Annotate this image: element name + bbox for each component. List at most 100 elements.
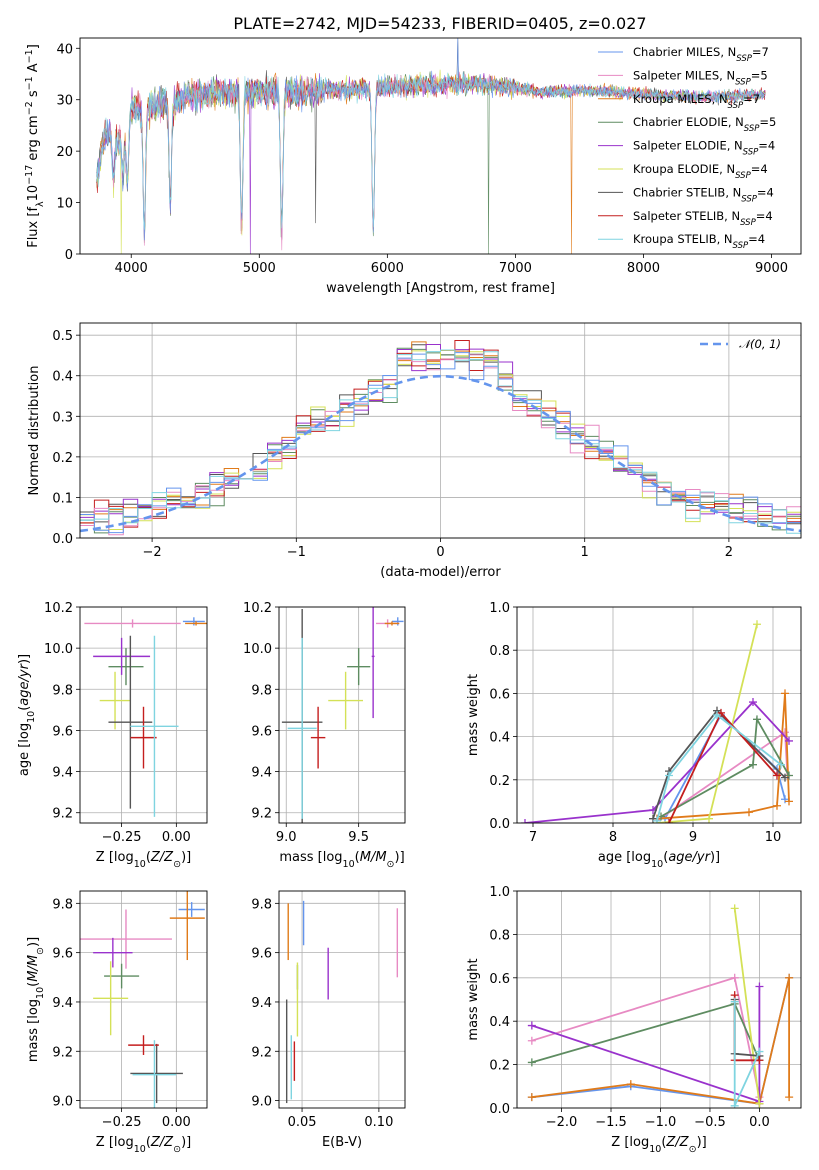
panel-age_vs_mass: 9.0 9.5 9.2 9.4 9.6 9.8 10.0 10.2 mass [log10(M/… — [243, 601, 406, 870]
x-tick-label: −0.25 — [102, 830, 142, 845]
y-tick-label: 9.6 — [251, 947, 272, 962]
mass_vs_ebv-xlabel: E(B-V) — [322, 1135, 362, 1150]
y-tick-label: 9.4 — [52, 996, 73, 1011]
weight_vs_Z-xlabel: Z [log10(Z/Z⊙)] — [611, 1135, 706, 1155]
y-tick-label: 9.6 — [251, 724, 272, 739]
legend-label: Kroupa ELODIE, NSSP=4 — [633, 162, 768, 181]
y-tick-label: 9.2 — [251, 807, 272, 822]
y-tick-label: 9.8 — [251, 897, 272, 912]
weight-line — [733, 908, 761, 1104]
y-tick-label: 0.6 — [489, 687, 510, 702]
errorbar-mass_vs_Z-3 — [104, 963, 140, 989]
weight-marker — [730, 973, 739, 982]
spectrum-xlabel: wavelength [Angstrom, rest frame] — [326, 281, 555, 296]
y-tick-label: 20 — [56, 145, 73, 160]
marks-residuals — [80, 340, 801, 536]
weight-marker — [785, 797, 793, 806]
y-tick-label: 0 — [65, 248, 73, 263]
weight-marker — [755, 1056, 764, 1065]
x-tick-label: −1.0 — [645, 1115, 677, 1130]
axes-frame — [79, 890, 208, 1109]
weight-marker — [755, 1099, 764, 1108]
x-tick-label: 4000 — [115, 261, 148, 276]
weight-marker — [785, 1093, 794, 1102]
errorbar-mass_vs_Z-6 — [130, 1043, 183, 1104]
legend-label: Salpeter MILES, NSSP=5 — [633, 68, 768, 87]
y-tick-label: 0.3 — [52, 410, 73, 425]
weight-marker — [665, 771, 673, 780]
y-tick-label: 0.0 — [489, 817, 510, 832]
x-tick-label: 0.0 — [749, 1115, 770, 1130]
y-tick-label: 0.0 — [52, 532, 73, 547]
y-tick-label: 1.0 — [489, 601, 510, 616]
axes-frame — [278, 890, 406, 1109]
y-tick-label: 9.6 — [52, 947, 73, 962]
errorbar-mass_vs_Z-5 — [93, 961, 129, 1036]
marks-mass_vs_ebv — [285, 900, 399, 1104]
errorbar-mass_vs_Z-0 — [178, 902, 205, 917]
y-tick-label: 10.0 — [243, 642, 272, 657]
panel-weight_vs_age: 7 8 9 10 0.0 0.2 0.4 0.6 0.8 1.0 age [log10(age/yr… — [466, 601, 802, 870]
y-tick-label: 1.0 — [489, 885, 510, 900]
mass_vs_Z-ylabel: mass [log10(M/M⊙)] — [26, 937, 46, 1062]
axes-frame — [278, 606, 406, 824]
age_vs_mass-xlabel: mass [log10(M/M⊙)] — [279, 850, 404, 870]
x-tick-label: 5000 — [243, 261, 276, 276]
x-tick-label: 0.10 — [364, 1115, 393, 1130]
weight-line — [656, 713, 782, 822]
weight_vs_Z-ylabel: mass weight — [466, 958, 481, 1040]
legend-label: Salpeter STELIB, NSSP=4 — [633, 209, 773, 228]
weight-marker — [781, 773, 789, 782]
weight-marker — [785, 736, 793, 745]
marks-mass_vs_Z — [80, 891, 205, 1108]
x-tick-label: 7 — [529, 830, 537, 845]
weight-marker — [773, 771, 781, 780]
errorbar-age_vs_Z-2 — [185, 621, 207, 626]
x-tick-label: 1 — [581, 545, 589, 560]
x-tick-label: 9.0 — [276, 830, 297, 845]
x-tick-label: 6000 — [371, 261, 404, 276]
y-tick-label: 0.2 — [489, 1059, 510, 1074]
x-tick-label: −0.25 — [102, 1115, 142, 1130]
weight-series-weight_vs_age-6 — [649, 706, 789, 823]
y-tick-label: 0.4 — [489, 1015, 510, 1030]
x-tick-label: 0.05 — [288, 1115, 317, 1130]
y-tick-label: 10.2 — [44, 601, 73, 616]
weight-marker — [730, 1101, 739, 1108]
hist-step-5 — [80, 349, 801, 531]
weight-marker — [527, 1058, 536, 1067]
y-tick-label: 10.0 — [44, 642, 73, 657]
y-tick-label: 9.8 — [52, 683, 73, 698]
weight-marker — [749, 760, 757, 769]
y-tick-label: 10.2 — [243, 601, 272, 616]
hist-step-0 — [80, 352, 801, 534]
x-tick-label: 0.00 — [162, 1115, 191, 1130]
y-tick-label: 9.2 — [251, 1045, 272, 1060]
x-tick-label: 2 — [725, 545, 733, 560]
marks-age_vs_mass — [281, 607, 404, 823]
axes-frame — [516, 890, 802, 1109]
x-tick-label: 10 — [765, 830, 782, 845]
weight-marker — [745, 808, 753, 817]
x-tick-label: 8000 — [627, 261, 660, 276]
x-tick-label: 0 — [436, 545, 444, 560]
legend-label: Kroupa STELIB, NSSP=4 — [633, 232, 765, 251]
y-tick-label: 9.4 — [251, 996, 272, 1011]
weight-series-weight_vs_age-7 — [665, 708, 781, 823]
errorbar-age_vs_Z-7 — [130, 706, 157, 769]
normal-legend-label: 𝒩(0, 1) — [739, 337, 781, 351]
weight-series-weight_vs_age-8 — [653, 711, 785, 823]
weight-marker — [773, 801, 781, 810]
axes-frame — [79, 606, 208, 824]
hist-step-8 — [80, 349, 801, 534]
errorbar-mass_vs_Z-2 — [169, 891, 205, 961]
weight-series-weight_vs_age-4 — [521, 698, 793, 823]
y-tick-label: 0.6 — [489, 972, 510, 987]
axes-frame — [79, 37, 802, 255]
y-tick-label: 0.0 — [489, 1102, 510, 1117]
y-tick-label: 9.0 — [251, 1095, 272, 1110]
weight-marker — [730, 997, 739, 1006]
errorbar-age_vs_mass-2 — [384, 621, 400, 626]
y-tick-label: 0.4 — [52, 370, 73, 385]
weight-marker — [777, 760, 785, 769]
